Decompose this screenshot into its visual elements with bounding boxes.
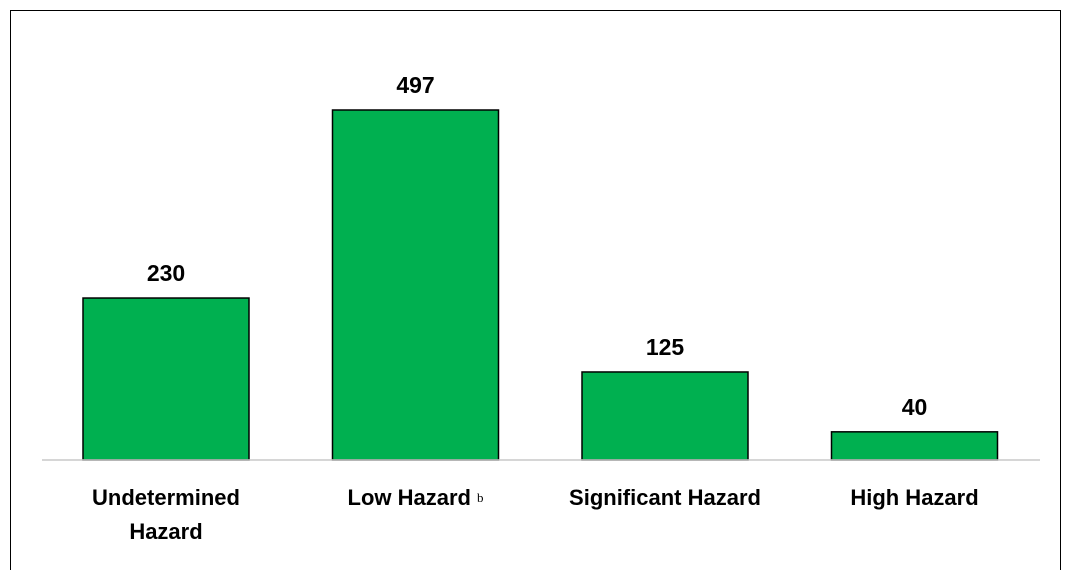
bar-0 bbox=[82, 297, 250, 461]
category-labels-group: Undetermined Hazard Low Hazard b Significant… bbox=[92, 485, 979, 544]
category-label-3: High Hazard bbox=[850, 485, 978, 510]
category-label-text: Low Hazard bbox=[348, 485, 471, 510]
bar-3 bbox=[830, 431, 999, 461]
category-label-2: Significant Hazard bbox=[569, 485, 761, 510]
category-label-text: High Hazard bbox=[850, 485, 978, 510]
bar-2 bbox=[581, 371, 749, 461]
value-labels-group: 230 497 125 40 bbox=[147, 72, 927, 420]
chart-frame bbox=[10, 10, 1061, 570]
value-label-1: 497 bbox=[396, 72, 434, 98]
category-label-text: Hazard bbox=[129, 519, 202, 544]
category-label-0-line-0: Undetermined bbox=[92, 485, 240, 510]
category-label-1: Low Hazard b bbox=[348, 485, 484, 510]
category-label-text: Undetermined bbox=[92, 485, 240, 510]
category-label-text: Significant Hazard bbox=[569, 485, 761, 510]
bars-group bbox=[82, 109, 999, 461]
category-label-0-line-1: Hazard bbox=[129, 519, 202, 544]
value-label-3: 40 bbox=[902, 394, 928, 420]
value-label-2: 125 bbox=[646, 334, 685, 360]
bar-1 bbox=[331, 109, 500, 461]
value-label-0: 230 bbox=[147, 260, 185, 286]
footnote-marker: b bbox=[477, 490, 484, 505]
